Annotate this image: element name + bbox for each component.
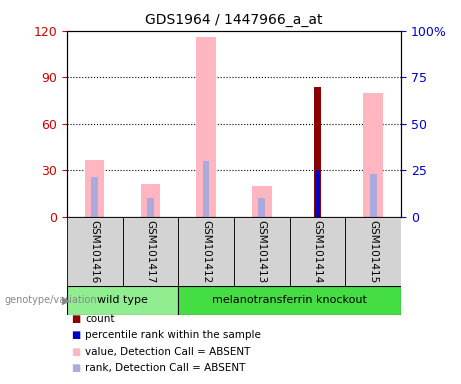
Text: genotype/variation: genotype/variation <box>5 295 97 306</box>
Text: ■: ■ <box>71 330 81 340</box>
Text: GSM101416: GSM101416 <box>90 220 100 283</box>
Text: ■: ■ <box>71 363 81 373</box>
Text: ▶: ▶ <box>62 295 71 306</box>
Text: value, Detection Call = ABSENT: value, Detection Call = ABSENT <box>85 347 251 357</box>
Bar <box>314 87 321 217</box>
Bar <box>196 37 216 217</box>
Bar <box>203 161 209 217</box>
Text: GSM101412: GSM101412 <box>201 220 211 283</box>
Text: GSM101413: GSM101413 <box>257 220 267 283</box>
Text: ■: ■ <box>71 347 81 357</box>
Text: wild type: wild type <box>97 295 148 306</box>
Bar <box>315 170 320 217</box>
Text: percentile rank within the sample: percentile rank within the sample <box>85 330 261 340</box>
Bar <box>147 199 154 217</box>
Text: GSM101414: GSM101414 <box>313 220 323 283</box>
Bar <box>234 217 290 286</box>
Bar <box>178 286 401 315</box>
Text: rank, Detection Call = ABSENT: rank, Detection Call = ABSENT <box>85 363 246 373</box>
Bar <box>363 93 383 217</box>
Bar <box>67 217 123 286</box>
Bar <box>91 177 98 217</box>
Text: ■: ■ <box>71 314 81 324</box>
Title: GDS1964 / 1447966_a_at: GDS1964 / 1447966_a_at <box>145 13 323 27</box>
Bar <box>123 217 178 286</box>
Text: GSM101417: GSM101417 <box>145 220 155 283</box>
Bar <box>178 217 234 286</box>
Text: count: count <box>85 314 115 324</box>
Bar <box>370 174 377 217</box>
Bar <box>67 286 178 315</box>
Text: melanotransferrin knockout: melanotransferrin knockout <box>212 295 367 306</box>
Bar <box>85 159 105 217</box>
Bar <box>141 184 160 217</box>
Text: GSM101415: GSM101415 <box>368 220 378 283</box>
Bar <box>290 217 345 286</box>
Bar <box>259 199 265 217</box>
Bar <box>252 186 272 217</box>
Bar <box>345 217 401 286</box>
